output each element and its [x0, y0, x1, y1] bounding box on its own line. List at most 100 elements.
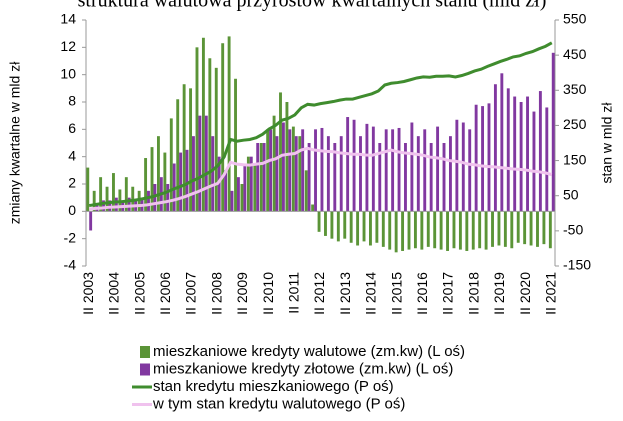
x-tick-label: II 2013 — [337, 272, 353, 315]
y2-axis-label: stan w mld zł — [599, 102, 615, 184]
chart-title: struktura walutowa przyrostów kwartalnyc… — [78, 0, 547, 12]
bar — [468, 129, 472, 212]
bar — [99, 177, 103, 212]
bar — [127, 197, 131, 212]
x-tick-label: II 2006 — [157, 272, 173, 315]
y-tick-label: 10 — [60, 65, 76, 81]
bar — [92, 190, 96, 212]
bar — [343, 211, 347, 239]
bar — [279, 92, 282, 212]
x-tick-label: II 2017 — [440, 272, 456, 315]
legend-label: stan kredytu mieszkaniowego (P oś) — [153, 378, 394, 395]
bar — [404, 143, 407, 212]
bar — [532, 111, 536, 212]
bar — [551, 52, 555, 212]
y2-tick-label: -150 — [563, 257, 591, 273]
bar — [346, 117, 350, 212]
bar — [458, 211, 462, 250]
bar — [150, 147, 154, 212]
bar — [311, 204, 315, 212]
bar — [465, 211, 469, 251]
bar — [169, 118, 173, 212]
bar — [214, 67, 218, 212]
y2-tick-label: -50 — [563, 222, 583, 238]
bar — [506, 88, 510, 212]
bar — [397, 127, 401, 212]
bar — [275, 136, 279, 212]
bar — [230, 190, 234, 212]
bar — [208, 58, 212, 212]
bar — [484, 211, 488, 250]
bar — [439, 211, 443, 250]
bar — [324, 211, 327, 236]
x-tick-label: II 2016 — [414, 272, 430, 315]
y-tick-label: 4 — [68, 147, 76, 163]
bar — [516, 211, 520, 243]
x-tick-label: II 2005 — [131, 272, 147, 315]
bar — [545, 107, 549, 212]
bar — [548, 211, 552, 249]
bar — [384, 129, 388, 212]
bar — [536, 211, 539, 247]
bar — [102, 200, 105, 212]
bar — [500, 73, 504, 212]
bar — [413, 211, 417, 249]
bar — [497, 211, 501, 246]
x-tick-label: II 2020 — [517, 272, 533, 315]
x-tick-label: II 2015 — [388, 272, 404, 315]
bar — [510, 211, 514, 249]
bar — [291, 126, 295, 212]
bar — [471, 211, 475, 250]
bar — [461, 122, 465, 212]
bar — [446, 211, 449, 251]
y2-tick-label: 550 — [563, 11, 587, 27]
bar — [416, 136, 420, 212]
bar — [259, 143, 263, 212]
bar — [185, 149, 189, 212]
bar — [314, 129, 317, 212]
bar — [326, 136, 330, 212]
bar — [294, 136, 298, 212]
bar — [478, 211, 482, 249]
bar — [198, 115, 202, 212]
x-tick-label: II 2009 — [234, 272, 250, 315]
bar — [166, 184, 170, 212]
x-tick-label: II 2019 — [491, 272, 507, 315]
x-tick-label: II 2003 — [80, 272, 96, 315]
bar — [339, 136, 343, 212]
bar — [204, 115, 208, 212]
bar — [124, 177, 128, 212]
legend-swatch — [140, 346, 150, 358]
bar — [307, 143, 311, 212]
bar — [448, 136, 452, 212]
bar — [442, 143, 446, 212]
y-tick-label: 6 — [68, 120, 76, 136]
bar — [394, 211, 398, 253]
line — [89, 146, 553, 211]
x-tick-label: II 2007 — [183, 272, 199, 315]
bar — [538, 91, 542, 212]
bar — [474, 104, 478, 212]
x-tick-label: II 2014 — [363, 272, 379, 315]
bar — [262, 143, 266, 212]
legend-label: w tym stan kredytu walutowego (P oś) — [152, 395, 405, 412]
bar — [436, 126, 440, 212]
bar — [201, 37, 205, 212]
x-tick-label: II 2012 — [311, 272, 327, 315]
y-tick-label: 14 — [60, 11, 76, 27]
bar — [523, 211, 527, 245]
bar — [156, 136, 160, 212]
bar — [281, 122, 285, 212]
bar — [246, 156, 250, 212]
y2-tick-label: 450 — [563, 46, 587, 62]
bar — [493, 84, 497, 212]
bar — [526, 96, 529, 212]
bar — [86, 167, 90, 212]
bar — [426, 211, 430, 247]
bar — [269, 129, 272, 212]
bar — [369, 211, 372, 246]
bar — [503, 211, 507, 247]
bar — [240, 184, 244, 212]
bar — [381, 211, 385, 247]
bar — [542, 211, 546, 245]
